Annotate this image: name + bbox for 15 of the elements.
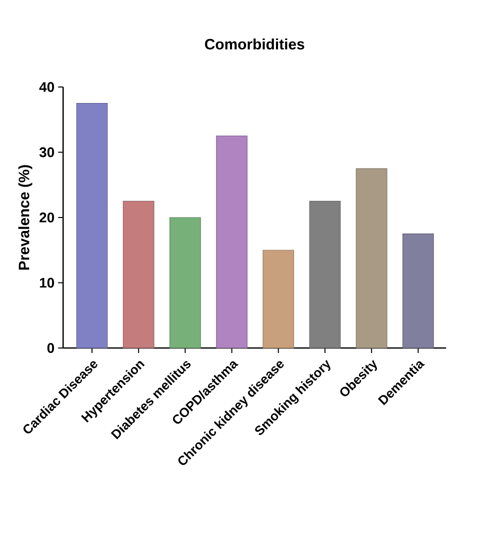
chart-title: Comorbidities — [204, 38, 304, 50]
y-tick-label: 20 — [40, 212, 54, 222]
bar — [170, 217, 201, 348]
bar — [309, 200, 341, 348]
bar — [402, 234, 434, 348]
bar — [76, 103, 108, 348]
bar — [262, 250, 294, 348]
y-tick-label: 0 — [47, 343, 54, 353]
y-tick-label: 40 — [39, 82, 54, 92]
bar — [216, 136, 248, 348]
y-tick-label: 10 — [40, 278, 54, 288]
y-tick-label: 30 — [39, 147, 54, 158]
y-axis-title: Prevalence (%) — [18, 165, 32, 270]
bar — [356, 168, 388, 348]
bar — [122, 200, 154, 348]
